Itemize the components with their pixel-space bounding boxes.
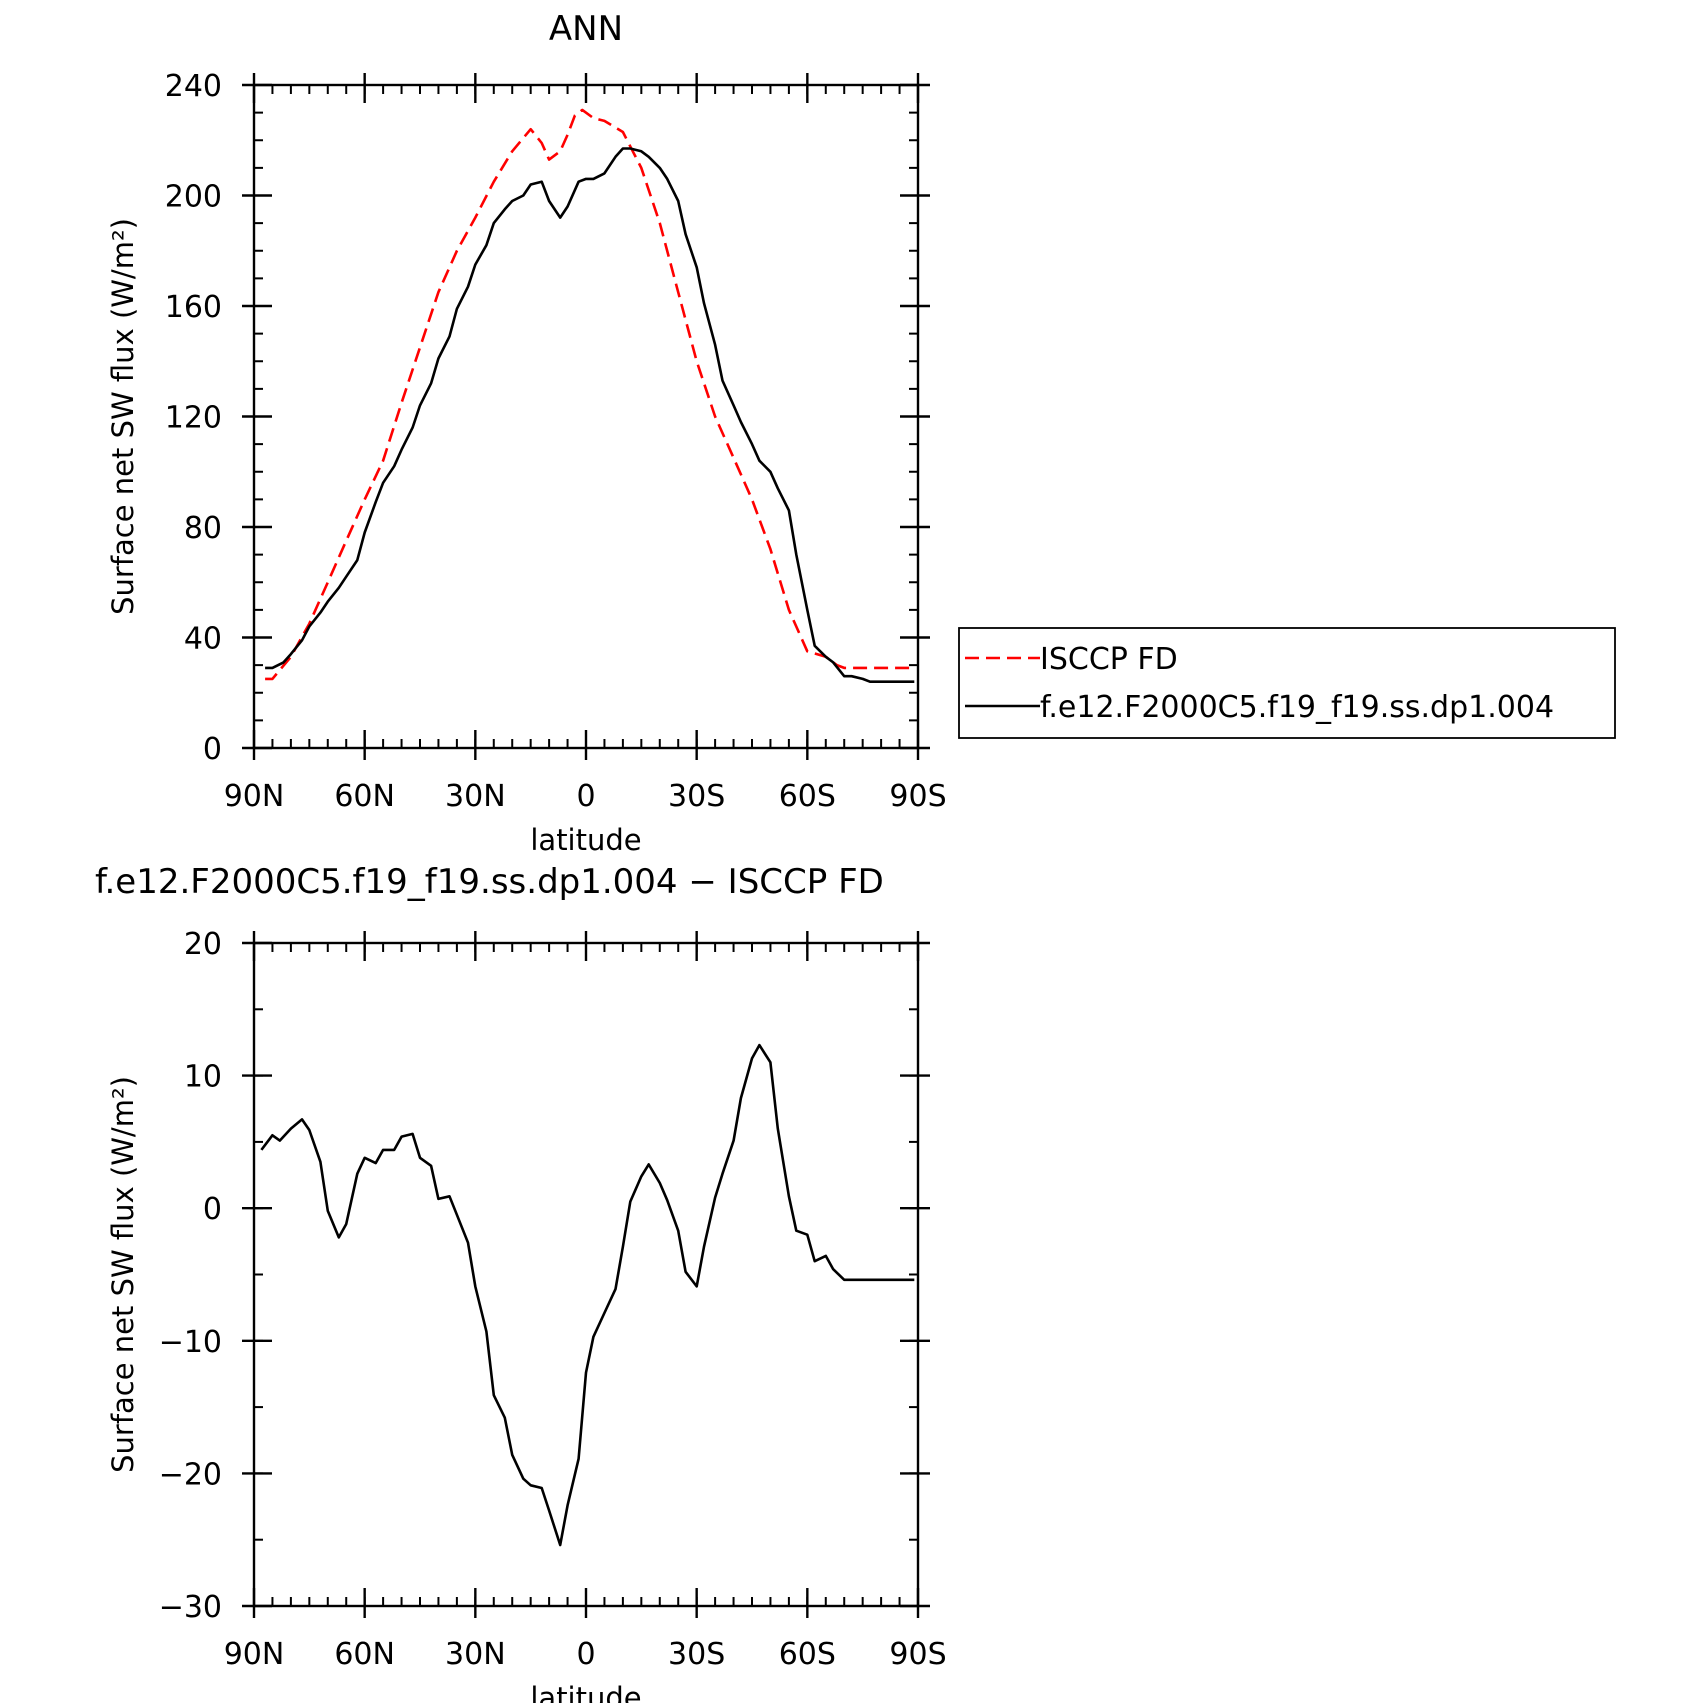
x-tick-label: 90S bbox=[889, 779, 946, 814]
x-tick-label: 0 bbox=[576, 779, 595, 814]
y-tick-label: 200 bbox=[165, 180, 222, 215]
series-line-difference bbox=[260, 1043, 915, 1547]
x-axis-label: latitude bbox=[530, 823, 641, 857]
x-tick-label: 30S bbox=[668, 779, 725, 814]
plot-frame bbox=[252, 941, 920, 1608]
y-tick-label: 160 bbox=[165, 290, 222, 325]
x-tick-label: 30S bbox=[668, 1637, 725, 1672]
chart-title: f.e12.F2000C5.f19_f19.ss.dp1.004 − ISCCP… bbox=[95, 862, 884, 902]
y-tick-label: 20 bbox=[184, 927, 222, 962]
series-line-model bbox=[265, 147, 915, 684]
y-axis-label: Surface net SW flux (W/m²) bbox=[106, 218, 140, 615]
legend-label: f.e12.F2000C5.f19_f19.ss.dp1.004 bbox=[1040, 690, 1554, 725]
y-tick-label: 10 bbox=[184, 1060, 222, 1095]
x-tick-label: 0 bbox=[576, 1637, 595, 1672]
series-line-isccp bbox=[265, 108, 915, 681]
legend-box bbox=[958, 627, 1616, 739]
y-tick-label: 0 bbox=[203, 732, 222, 767]
x-tick-label: 60S bbox=[779, 1637, 836, 1672]
y-axis-label: Surface net SW flux (W/m²) bbox=[106, 1076, 140, 1473]
x-tick-label: 90N bbox=[224, 779, 285, 814]
x-tick-label: 90S bbox=[889, 1637, 946, 1672]
bottom-chart: −30 −20 −10 0 10 20 90N 60N 30N 0 30S 60S 90S latitud… bbox=[95, 862, 947, 1703]
x-axis-label: latitude bbox=[530, 1681, 641, 1703]
y-tick-label: −30 bbox=[159, 1590, 222, 1625]
y-tick-label: 0 bbox=[203, 1192, 222, 1227]
y-tick-label: −10 bbox=[159, 1325, 222, 1360]
y-tick-label: 80 bbox=[184, 511, 222, 546]
y-tick-label: 240 bbox=[165, 69, 222, 104]
top-chart: 0 40 80 120 160 200 240 90N 60N 30N 0 30S 60S 90S lati… bbox=[106, 9, 947, 857]
x-tick-label: 60N bbox=[334, 779, 395, 814]
legend: ISCCP FD f.e12.F2000C5.f19_f19.ss.dp1.004 bbox=[958, 627, 1616, 739]
x-tick-label: 30N bbox=[445, 779, 506, 814]
y-tick-label: −20 bbox=[159, 1457, 222, 1492]
y-tick-label: 40 bbox=[184, 622, 222, 657]
chart-title: ANN bbox=[549, 9, 623, 49]
x-tick-label: 60S bbox=[779, 779, 836, 814]
x-tick-label: 90N bbox=[224, 1637, 285, 1672]
legend-label: ISCCP FD bbox=[1040, 642, 1178, 677]
x-tick-label: 30N bbox=[445, 1637, 506, 1672]
y-tick-label: 120 bbox=[165, 401, 222, 436]
x-tick-label: 60N bbox=[334, 1637, 395, 1672]
